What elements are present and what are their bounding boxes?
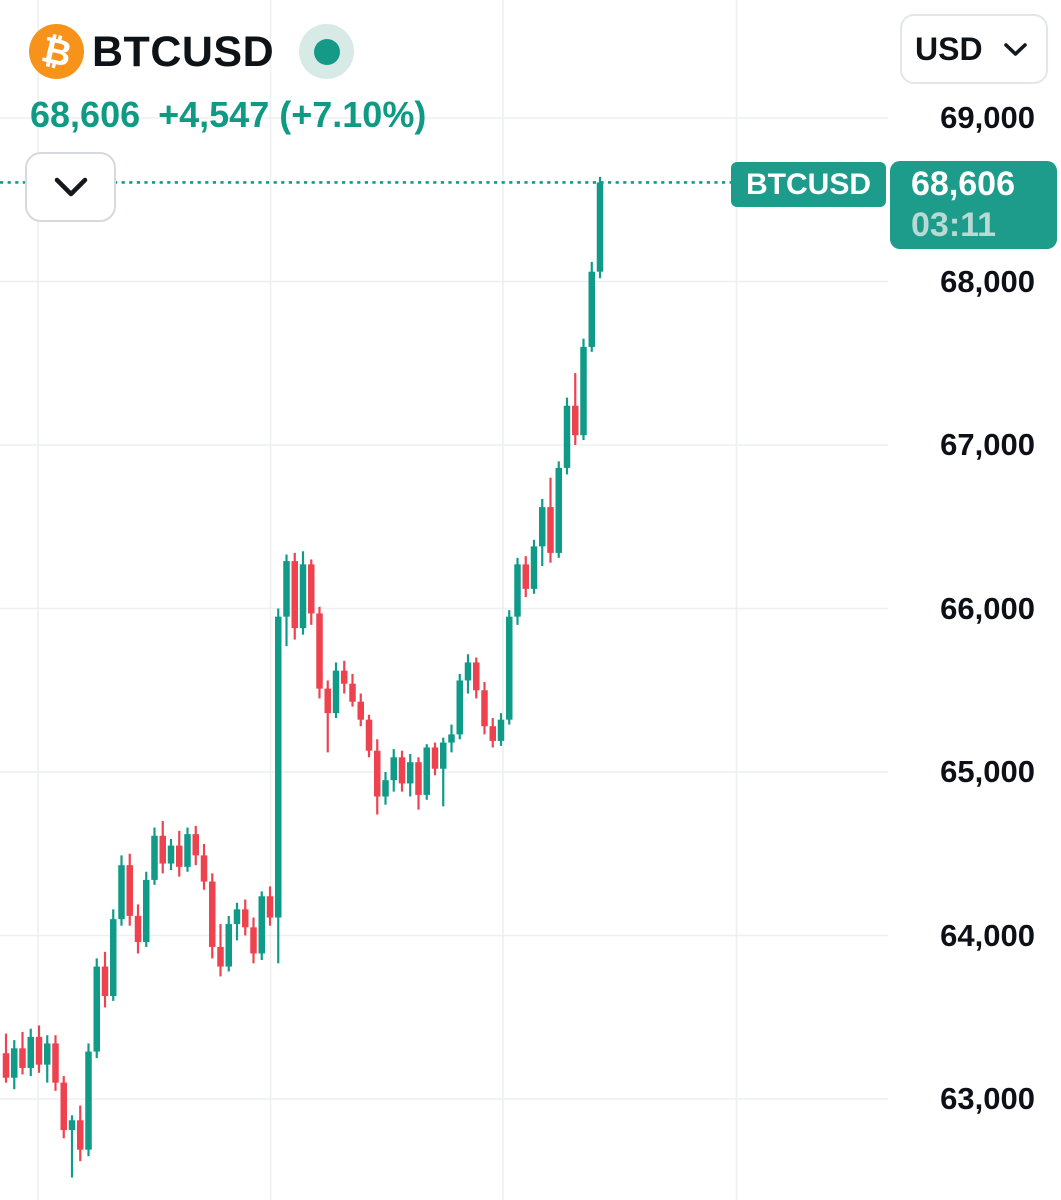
candle (489, 726, 496, 741)
candle (192, 834, 199, 856)
market-status-icon (299, 24, 354, 79)
candle (167, 845, 175, 864)
candle (266, 896, 274, 918)
candle (143, 879, 150, 943)
candle (283, 561, 290, 617)
candle (456, 680, 463, 735)
candle (291, 561, 298, 629)
symbol-title: BTCUSD (92, 28, 275, 76)
marker-price: 68,606 (911, 165, 1015, 203)
candle (440, 742, 447, 769)
candle (464, 662, 472, 681)
candle (19, 1048, 26, 1068)
candle (217, 946, 224, 967)
symbol-badge: BTCUSD (731, 162, 886, 207)
candle (349, 683, 356, 702)
candle (341, 670, 348, 684)
candle (44, 1043, 51, 1065)
price-change-line: 68,606 +4,547 (+7.10%) (30, 94, 426, 136)
candle (357, 701, 364, 720)
candle (275, 616, 282, 918)
header-change-percent: (+7.10%) (279, 94, 427, 135)
candle (316, 613, 323, 689)
candle (522, 564, 529, 589)
candle (514, 564, 521, 617)
candle (481, 690, 488, 727)
header-last-price: 68,606 (30, 94, 141, 135)
candle (448, 734, 455, 743)
candle (52, 1043, 59, 1083)
candle (407, 762, 414, 784)
candle (415, 762, 422, 795)
candle (324, 688, 331, 714)
candle (572, 405, 579, 436)
candle (35, 1036, 43, 1065)
candle (2, 1053, 10, 1078)
candle (200, 855, 208, 882)
candle (77, 1120, 84, 1150)
candle (70, 1115, 74, 1178)
candle (442, 737, 445, 807)
candle (506, 616, 513, 720)
candle (580, 346, 587, 436)
candle (250, 927, 257, 954)
chevron-down-icon (1004, 42, 1027, 56)
candle (390, 757, 397, 781)
candle (209, 881, 216, 947)
candle (539, 507, 546, 547)
expand-button[interactable] (25, 152, 116, 222)
candle (299, 564, 307, 629)
candle (68, 1120, 76, 1131)
candle (326, 680, 329, 753)
candle (151, 835, 158, 880)
last-price-marker: 68,606 03:11 (890, 161, 1057, 249)
candle (126, 865, 133, 916)
candle (225, 924, 232, 967)
candle (134, 915, 142, 943)
candle (60, 1082, 67, 1131)
candle (374, 750, 381, 797)
bar-close-countdown: 03:11 (911, 206, 997, 244)
candle (563, 405, 571, 468)
candle (398, 757, 406, 784)
candle (588, 271, 595, 347)
candle (382, 780, 389, 797)
header-change: +4,547 (158, 94, 270, 135)
candle (93, 966, 100, 1052)
currency-selector-value: USD (915, 30, 983, 67)
chevron-down-icon (54, 177, 87, 197)
candle (11, 1048, 18, 1078)
candle (530, 546, 538, 589)
candle (242, 909, 249, 928)
candle (365, 719, 373, 751)
candle (118, 865, 125, 920)
candle (547, 507, 554, 553)
candle (110, 919, 117, 996)
bitcoin-icon: ₿ (29, 24, 84, 79)
bitcoin-glyph: ₿ (37, 27, 76, 75)
candle (184, 834, 191, 867)
candle (332, 670, 340, 714)
candle (497, 719, 505, 741)
candle (423, 747, 430, 795)
candle (233, 909, 241, 925)
candle (176, 845, 183, 867)
candle (27, 1036, 34, 1068)
candle (555, 467, 562, 553)
candle (101, 966, 109, 996)
candle (473, 662, 480, 691)
candle (431, 747, 439, 769)
currency-selector[interactable]: USD (900, 14, 1048, 84)
market-open-dot (313, 38, 340, 65)
candle (596, 182, 604, 272)
candle (85, 1051, 92, 1150)
candle (258, 896, 265, 954)
candle (159, 835, 166, 864)
candle (308, 564, 315, 614)
